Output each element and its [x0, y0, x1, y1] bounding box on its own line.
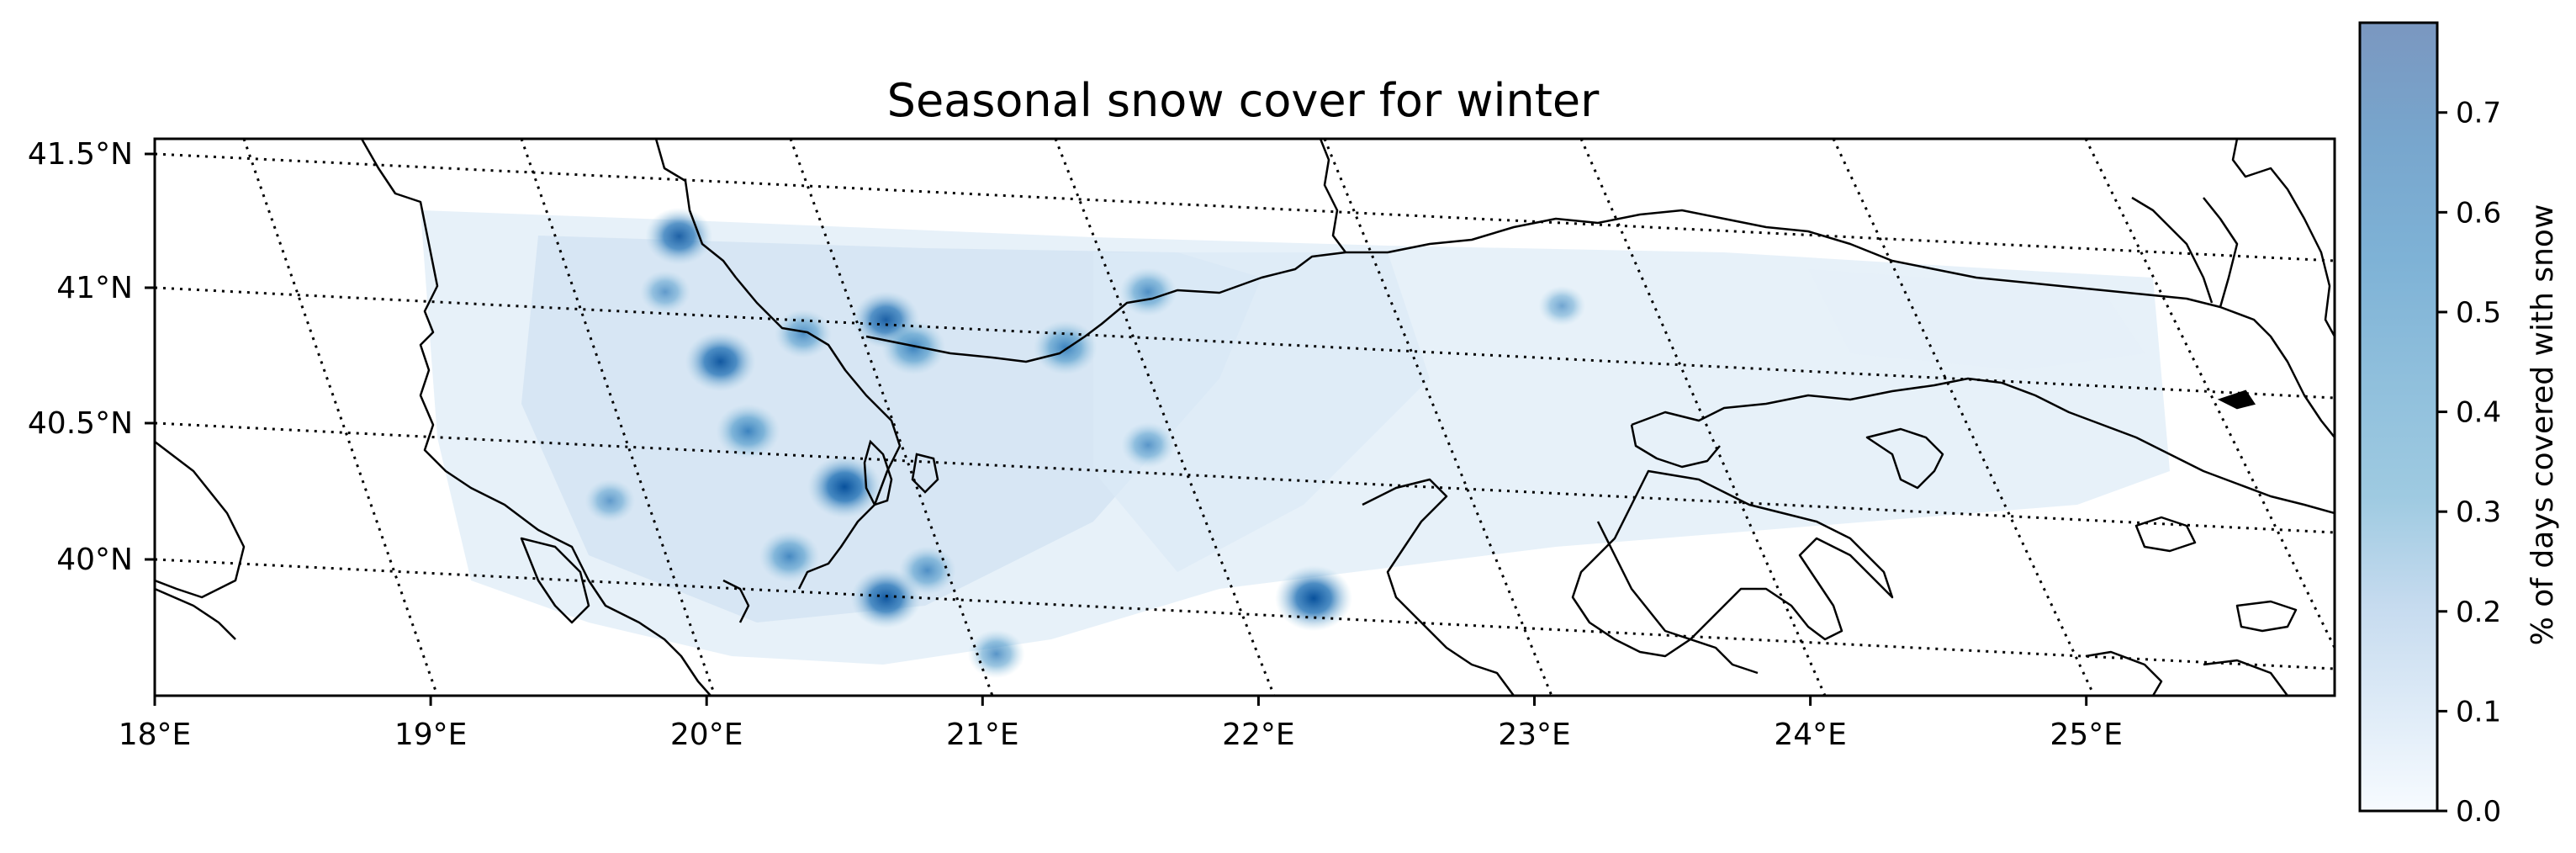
- meridian-20-5: [789, 139, 994, 696]
- colorbar-tick-label: 0.2: [2456, 596, 2501, 629]
- lakes: [863, 389, 2256, 506]
- turkey-border: [2203, 197, 2335, 438]
- x-axis: 18°E 19°E 20°E 21°E 22°E 23°E 24°E 25°E: [119, 696, 2123, 752]
- albania-macedonia-border: [735, 277, 902, 590]
- colorbar-tick-label: 0.6: [2456, 196, 2501, 230]
- snow-hotspot: [1121, 421, 1176, 469]
- lake-ohrid: [863, 439, 893, 506]
- x-tick-label: 18°E: [119, 718, 192, 752]
- samothrace-island: [2235, 600, 2298, 633]
- y-tick-label: 41.5°N: [28, 137, 133, 172]
- coastlines-borders: [155, 139, 2335, 696]
- adriatic-coast: [360, 139, 711, 696]
- meridian-19-5: [520, 139, 717, 696]
- snow-hotspots: [584, 207, 1586, 679]
- map-frame: [153, 137, 2336, 697]
- colorbar-tick-label: 0.7: [2456, 97, 2501, 130]
- x-tick-label: 25°E: [2050, 718, 2123, 752]
- snow-hotspot: [759, 530, 820, 583]
- thasos-island: [2134, 516, 2197, 553]
- meridian-25-5: [2084, 139, 2335, 649]
- y-axis: 41.5°N 41°N 40.5°N 40°N: [28, 137, 155, 577]
- chalkidiki: [1571, 469, 1894, 658]
- colorbar-tick-label: 0.0: [2456, 795, 2501, 829]
- x-tick-label: 21°E: [946, 718, 1019, 752]
- map-title: Seasonal snow cover for winter: [887, 74, 1600, 127]
- colorbar-tick-label: 0.1: [2456, 695, 2501, 728]
- meridian-24-5: [1832, 139, 2096, 696]
- x-tick-label: 22°E: [1222, 718, 1295, 752]
- x-tick-label: 23°E: [1498, 718, 1571, 752]
- snow-hotspot: [881, 320, 946, 375]
- snow-hotspot: [639, 270, 690, 314]
- colorbar-tick-label: 0.5: [2456, 296, 2501, 330]
- colorbar-ticks: 0.0 0.1 0.2 0.3 0.4 0.5 0.6 0.7: [2437, 97, 2501, 829]
- lake-prespa: [911, 453, 939, 494]
- snow-hotspot: [1033, 320, 1098, 375]
- greek-coast: [1631, 377, 2335, 515]
- parallel-41-5: [155, 152, 2335, 262]
- colorbar-tick-label: 0.3: [2456, 495, 2501, 529]
- snow-hotspot: [1538, 285, 1586, 326]
- colorbar-tick-label: 0.4: [2456, 396, 2501, 430]
- snow-hotspot: [645, 207, 713, 265]
- meridian-23-5: [1579, 139, 1827, 696]
- thermaic-coast: [1362, 478, 1515, 696]
- snow-hotspot: [1275, 565, 1353, 632]
- snow-hotspot: [775, 309, 833, 358]
- colorbar-label: % of days covered with snow: [2526, 204, 2560, 646]
- bulgaria-macedonia-border: [1319, 139, 1346, 253]
- x-tick-label: 20°E: [670, 718, 743, 752]
- macedonia-greece-border: [865, 209, 2221, 363]
- snow-hotspot: [807, 455, 882, 519]
- italy-coast: [155, 441, 246, 599]
- x-tick-label: 19°E: [394, 718, 468, 752]
- y-tick-label: 41°N: [56, 271, 133, 305]
- map-panel: [155, 139, 2335, 696]
- y-tick-label: 40.5°N: [28, 406, 133, 441]
- snow-hotspot: [716, 404, 780, 458]
- x-tick-label: 24°E: [1774, 718, 1847, 752]
- snow-hotspot: [685, 331, 756, 392]
- snow-hotspot: [898, 546, 956, 595]
- parallel-40: [155, 558, 2335, 670]
- snow-hotspot: [1119, 268, 1177, 316]
- meridian-21-5: [1054, 139, 1276, 696]
- snow-hotspot: [584, 479, 636, 522]
- y-tick-label: 40°N: [56, 543, 133, 577]
- albania-north-border: [654, 139, 737, 278]
- colorbar-gradient: [2358, 21, 2439, 813]
- parallel-40-5: [155, 421, 2335, 534]
- meridian-18-5: [242, 139, 439, 696]
- snow-hotspot: [967, 629, 1025, 679]
- colorbar: 0.0 0.1 0.2 0.3 0.4 0.5 0.6 0.7 % of days cover…: [2358, 21, 2560, 829]
